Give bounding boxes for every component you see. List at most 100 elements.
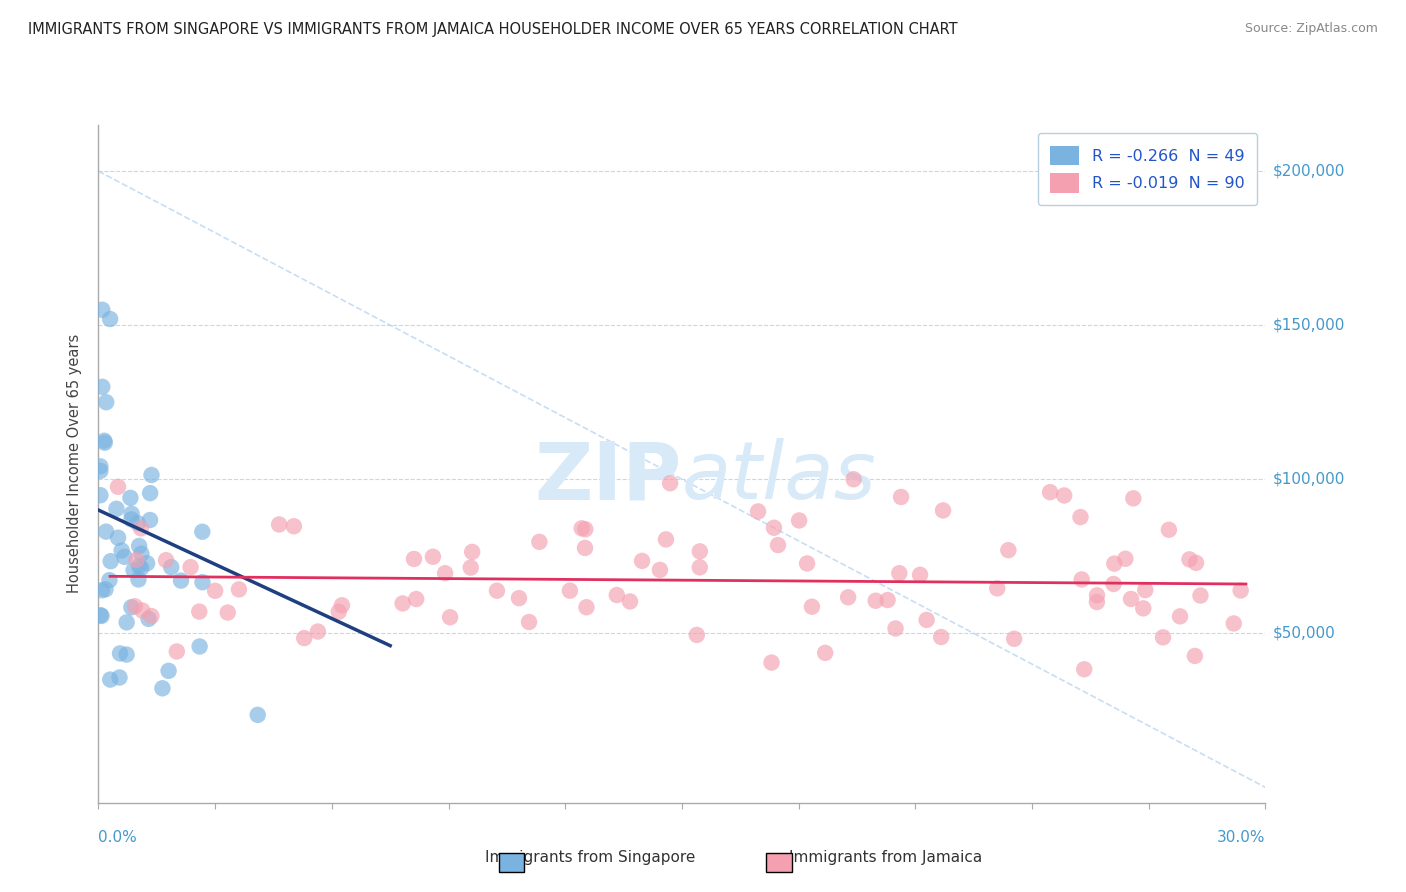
- Point: [1185, 556, 1208, 570]
- Point: [121, 507, 143, 521]
- Point: [439, 610, 461, 624]
- Text: atlas: atlas: [682, 438, 877, 516]
- Point: [93, 434, 115, 448]
- Point: [1114, 551, 1136, 566]
- Point: [105, 501, 128, 516]
- Point: [837, 591, 859, 605]
- Point: [125, 553, 148, 567]
- Point: [188, 605, 211, 619]
- Text: 30.0%: 30.0%: [1218, 830, 1265, 845]
- Point: [689, 560, 711, 574]
- Point: [574, 522, 596, 536]
- Point: [160, 560, 183, 574]
- Point: [1157, 523, 1180, 537]
- Point: [100, 554, 122, 568]
- Point: [90, 609, 112, 624]
- Point: [120, 512, 142, 526]
- Point: [929, 630, 952, 644]
- Point: [915, 613, 938, 627]
- Point: [517, 615, 540, 629]
- Point: [1069, 510, 1091, 524]
- Text: $200,000: $200,000: [1272, 163, 1344, 178]
- Text: $50,000: $50,000: [1272, 626, 1336, 640]
- Point: [107, 480, 129, 494]
- Point: [157, 664, 180, 678]
- Point: [129, 521, 152, 535]
- Point: [434, 566, 457, 581]
- Point: [283, 519, 305, 533]
- Point: [1073, 662, 1095, 676]
- Point: [89, 459, 111, 474]
- Point: [606, 588, 628, 602]
- Point: [89, 488, 111, 502]
- Point: [884, 622, 907, 636]
- Point: [689, 544, 711, 558]
- Point: [1189, 589, 1212, 603]
- Point: [115, 615, 138, 630]
- Point: [166, 644, 188, 658]
- Point: [127, 573, 149, 587]
- Text: $100,000: $100,000: [1272, 472, 1344, 487]
- Point: [655, 533, 678, 547]
- Point: [98, 573, 121, 587]
- Point: [120, 491, 142, 505]
- Point: [796, 557, 818, 571]
- Point: [405, 592, 427, 607]
- Point: [136, 556, 159, 570]
- Point: [107, 531, 129, 545]
- Point: [91, 380, 114, 394]
- Point: [191, 575, 214, 590]
- Point: [1085, 588, 1108, 602]
- Point: [648, 563, 671, 577]
- Point: [1002, 632, 1025, 646]
- Point: [865, 593, 887, 607]
- Point: [1085, 595, 1108, 609]
- Point: [188, 640, 211, 654]
- Point: [307, 624, 329, 639]
- Point: [800, 599, 823, 614]
- Point: [204, 583, 226, 598]
- Point: [1222, 616, 1244, 631]
- Point: [111, 543, 134, 558]
- Point: [1135, 583, 1157, 598]
- Point: [141, 609, 163, 624]
- Point: [1132, 601, 1154, 615]
- Point: [269, 517, 291, 532]
- Point: [128, 559, 150, 574]
- Point: [141, 467, 163, 482]
- Point: [131, 603, 153, 617]
- Point: [89, 608, 111, 623]
- Point: [1070, 573, 1092, 587]
- Point: [997, 543, 1019, 558]
- Point: [485, 583, 508, 598]
- Text: Source: ZipAtlas.com: Source: ZipAtlas.com: [1244, 22, 1378, 36]
- Point: [761, 656, 783, 670]
- Point: [747, 504, 769, 518]
- Point: [170, 574, 193, 588]
- Point: [842, 472, 865, 486]
- Point: [1122, 491, 1144, 506]
- Point: [1178, 552, 1201, 566]
- Point: [191, 524, 214, 539]
- Point: [631, 554, 654, 568]
- Point: [876, 593, 898, 607]
- Point: [571, 521, 593, 535]
- Point: [529, 534, 551, 549]
- Point: [686, 628, 709, 642]
- Point: [94, 582, 117, 597]
- Point: [1168, 609, 1191, 624]
- Point: [328, 605, 350, 619]
- Point: [558, 583, 581, 598]
- Point: [986, 582, 1008, 596]
- Point: [1039, 485, 1062, 500]
- Point: [96, 395, 118, 409]
- Point: [98, 312, 121, 326]
- Point: [180, 560, 202, 574]
- Point: [461, 545, 484, 559]
- Text: 0.0%: 0.0%: [98, 830, 138, 845]
- Point: [1152, 631, 1174, 645]
- Point: [391, 596, 413, 610]
- Point: [108, 671, 131, 685]
- Point: [131, 547, 153, 561]
- Point: [94, 524, 117, 539]
